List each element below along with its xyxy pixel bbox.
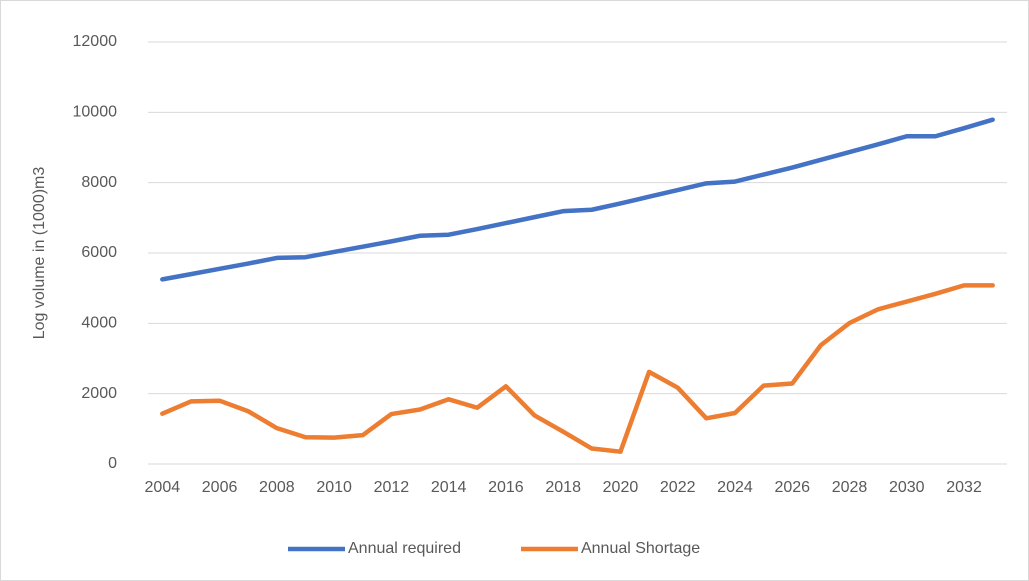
x-tick-label: 2030 — [889, 479, 925, 496]
x-tick-label: 2028 — [832, 479, 868, 496]
y-tick-label: 2000 — [81, 385, 117, 402]
y-tick-label: 4000 — [81, 315, 117, 332]
y-tick-label: 8000 — [81, 174, 117, 191]
y-tick-label: 10000 — [73, 104, 118, 121]
x-tick-label: 2012 — [374, 479, 410, 496]
x-tick-label: 2018 — [545, 479, 581, 496]
y-tick-label: 6000 — [81, 244, 117, 261]
x-tick-label: 2026 — [774, 479, 810, 496]
y-tick-label: 0 — [108, 455, 117, 472]
x-tick-label: 2010 — [316, 479, 352, 496]
x-tick-label: 2006 — [202, 479, 238, 496]
x-tick-label: 2024 — [717, 479, 753, 496]
x-tick-label: 2020 — [603, 479, 639, 496]
x-tick-label: 2016 — [488, 479, 524, 496]
x-tick-label: 2004 — [145, 479, 181, 496]
line-series — [160, 117, 995, 282]
x-tick-label: 2008 — [259, 479, 295, 496]
y-axis-label: Log volume in (1000)m3 — [31, 167, 48, 340]
legend-label: Annual Shortage — [581, 540, 700, 557]
y-tick-label: 12000 — [73, 33, 118, 50]
x-tick-label: 2014 — [431, 479, 467, 496]
line-series — [160, 283, 995, 454]
x-tick-label: 2032 — [946, 479, 982, 496]
legend-label: Annual required — [348, 540, 461, 557]
x-tick-label: 2022 — [660, 479, 696, 496]
